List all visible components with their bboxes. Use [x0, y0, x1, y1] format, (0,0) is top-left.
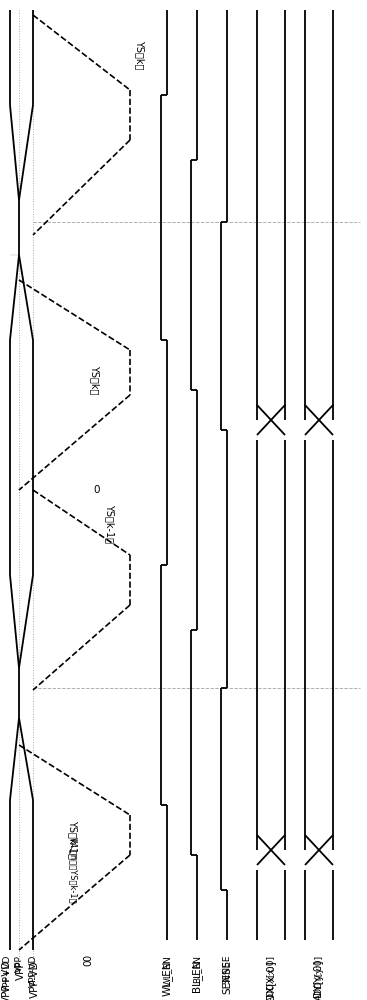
- Text: VPP+VD: VPP+VD: [3, 955, 11, 992]
- Text: VPP: VPP: [15, 955, 23, 972]
- Text: WL_EN: WL_EN: [163, 955, 171, 986]
- Text: VPP: VPP: [16, 960, 26, 980]
- Text: WL_EN: WL_EN: [161, 960, 172, 996]
- Text: YS〈k-1〉: YS〈k-1〉: [68, 820, 78, 859]
- Text: ADDX[x:0]: ADDX[x:0]: [266, 955, 276, 1000]
- Text: BL_EN: BL_EN: [193, 955, 201, 983]
- Text: ADDY[y:0]: ADDY[y:0]: [314, 960, 324, 1000]
- Text: 0: 0: [93, 485, 99, 495]
- Text: SENSE: SENSE: [222, 955, 232, 984]
- Text: WL〈n〉和YS〈k-1〉: WL〈n〉和YS〈k-1〉: [68, 837, 77, 903]
- Text: ADDY[y:0]: ADDY[y:0]: [315, 955, 323, 1000]
- Text: BL_EN: BL_EN: [192, 960, 203, 992]
- Text: YS〈k〉: YS〈k〉: [135, 40, 145, 70]
- Text: YS〈k-1〉: YS〈k-1〉: [105, 504, 115, 542]
- Text: 0: 0: [83, 960, 93, 966]
- Text: ADDX[x:0]: ADDX[x:0]: [266, 960, 276, 1000]
- Text: VPP-VD: VPP-VD: [29, 955, 37, 987]
- Text: 0: 0: [83, 955, 93, 961]
- Text: YS〈k〉: YS〈k〉: [90, 365, 100, 395]
- Text: SENSE: SENSE: [222, 960, 232, 994]
- Text: VPP+VD: VPP+VD: [2, 960, 12, 1000]
- Text: VPP-VD: VPP-VD: [30, 960, 40, 998]
